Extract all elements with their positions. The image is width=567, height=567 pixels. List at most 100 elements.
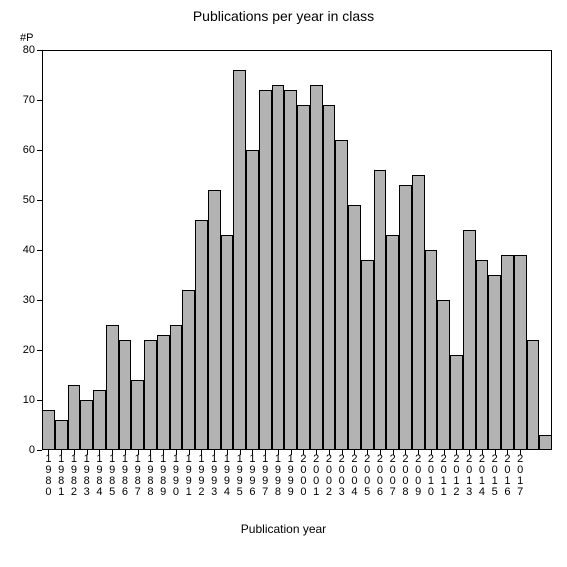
x-tick: [74, 450, 75, 455]
y-tick-label: 60: [7, 144, 35, 156]
x-tick: [125, 450, 126, 455]
x-tick-label: 2 0 0 4: [348, 454, 361, 498]
y-tick-label: 10: [7, 394, 35, 406]
x-tick-label: 2 0 1 2: [450, 454, 463, 498]
x-tick: [163, 450, 164, 455]
y-tick: [37, 300, 42, 301]
x-tick: [303, 450, 304, 455]
x-tick-label: 1 9 9 1: [182, 454, 195, 498]
x-tick-label: 2 0 1 1: [437, 454, 450, 498]
x-tick-label: 1 9 9 9: [284, 454, 297, 498]
x-tick-label: 2 0 1 0: [425, 454, 438, 498]
x-axis-label: Publication year: [0, 522, 567, 536]
y-tick: [37, 450, 42, 451]
publications-chart: Publications per year in class #P 0 10 20 3…: [0, 0, 567, 567]
y-tick-label: 20: [7, 344, 35, 356]
x-tick: [495, 450, 496, 455]
x-tick: [189, 450, 190, 455]
x-tick-label: 1 9 9 7: [259, 454, 272, 498]
x-tick: [418, 450, 419, 455]
x-tick-label: 2 0 1 7: [514, 454, 527, 498]
x-tick-label: 1 9 8 9: [157, 454, 170, 498]
x-tick: [87, 450, 88, 455]
x-tick: [316, 450, 317, 455]
x-tick: [380, 450, 381, 455]
x-tick: [278, 450, 279, 455]
x-tick: [48, 450, 49, 455]
x-tick-label: 1 9 8 4: [93, 454, 106, 498]
x-tick-label: 2 0 0 0: [297, 454, 310, 498]
x-tick-label: 1 9 9 0: [170, 454, 183, 498]
x-tick-label: 2 0 1 5: [488, 454, 501, 498]
y-tick-label: 30: [7, 294, 35, 306]
x-tick-label: 1 9 9 6: [246, 454, 259, 498]
x-tick: [354, 450, 355, 455]
x-tick-label: 2 0 0 6: [374, 454, 387, 498]
y-tick-label: 80: [7, 44, 35, 56]
x-tick: [201, 450, 202, 455]
x-tick-label: 2 0 0 5: [361, 454, 374, 498]
x-tick-label: 2 0 1 6: [501, 454, 514, 498]
x-tick-label: 1 9 8 2: [68, 454, 81, 498]
x-tick: [469, 450, 470, 455]
x-tick: [227, 450, 228, 455]
y-tick-label: 50: [7, 194, 35, 206]
x-tick: [138, 450, 139, 455]
x-tick: [367, 450, 368, 455]
x-tick: [507, 450, 508, 455]
x-tick-label: 2 0 1 4: [476, 454, 489, 498]
chart-title: Publications per year in class: [0, 8, 567, 24]
x-tick: [176, 450, 177, 455]
x-tick: [405, 450, 406, 455]
x-tick-label: 1 9 8 1: [55, 454, 68, 498]
x-tick: [61, 450, 62, 455]
x-tick: [342, 450, 343, 455]
x-tick: [265, 450, 266, 455]
x-tick: [112, 450, 113, 455]
y-axis-top-label: #P: [20, 32, 33, 44]
x-tick-label: 2 0 0 8: [399, 454, 412, 498]
y-tick-label: 70: [7, 94, 35, 106]
x-tick-label: 1 9 8 3: [80, 454, 93, 498]
x-tick: [482, 450, 483, 455]
y-tick: [37, 400, 42, 401]
x-tick-label: 1 9 8 0: [42, 454, 55, 498]
x-tick: [520, 450, 521, 455]
x-tick: [456, 450, 457, 455]
y-tick: [37, 50, 42, 51]
y-tick: [37, 200, 42, 201]
x-tick: [431, 450, 432, 455]
x-tick-label: 2 0 0 9: [412, 454, 425, 498]
x-tick-label: 1 9 9 3: [208, 454, 221, 498]
x-tick: [252, 450, 253, 455]
x-tick: [444, 450, 445, 455]
x-tick-label: 1 9 8 6: [119, 454, 132, 498]
x-tick-label: 1 9 8 5: [106, 454, 119, 498]
x-tick-label: 2 0 0 1: [310, 454, 323, 498]
plot-border: [42, 50, 552, 450]
x-tick-label: 1 9 8 8: [144, 454, 157, 498]
x-tick: [329, 450, 330, 455]
x-tick-label: 2 0 0 2: [323, 454, 336, 498]
y-tick-label: 0: [7, 444, 35, 456]
y-tick: [37, 250, 42, 251]
x-tick-label: 1 9 9 5: [233, 454, 246, 498]
x-tick-label: 2 0 0 3: [335, 454, 348, 498]
y-tick: [37, 350, 42, 351]
x-tick-label: 2 0 0 7: [386, 454, 399, 498]
x-tick: [240, 450, 241, 455]
y-tick: [37, 150, 42, 151]
x-tick-label: 1 9 9 8: [272, 454, 285, 498]
x-tick-label: 1 9 9 4: [221, 454, 234, 498]
x-tick: [214, 450, 215, 455]
x-tick: [291, 450, 292, 455]
plot-area: [42, 50, 552, 450]
y-tick: [37, 100, 42, 101]
x-tick-label: 1 9 8 7: [131, 454, 144, 498]
x-tick: [393, 450, 394, 455]
y-tick-label: 40: [7, 244, 35, 256]
x-tick-label: 1 9 9 2: [195, 454, 208, 498]
x-tick: [99, 450, 100, 455]
x-tick-label: 2 0 1 3: [463, 454, 476, 498]
x-tick: [150, 450, 151, 455]
